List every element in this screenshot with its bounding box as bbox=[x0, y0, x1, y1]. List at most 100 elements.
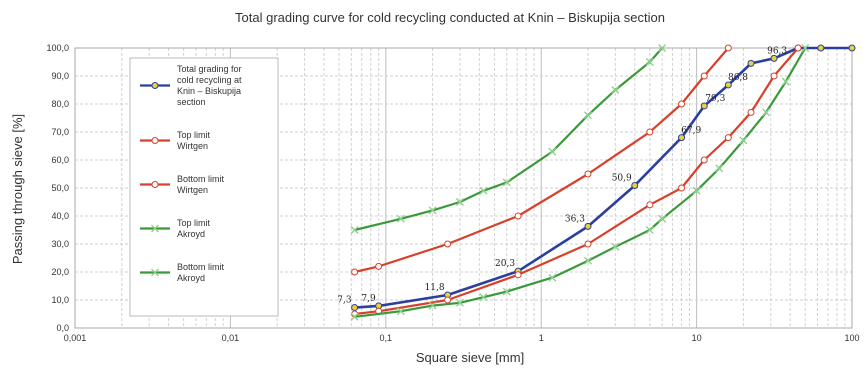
data-point bbox=[724, 134, 732, 142]
data-label: 86,8 bbox=[728, 73, 748, 83]
y-tick-label: 70,0 bbox=[51, 127, 69, 137]
data-point bbox=[350, 226, 359, 234]
legend-label: Bottom limit bbox=[177, 174, 225, 184]
data-point bbox=[151, 268, 159, 277]
y-tick-label: 0,0 bbox=[56, 323, 69, 333]
data-point bbox=[781, 77, 790, 86]
data-point bbox=[584, 222, 592, 230]
data-point bbox=[351, 268, 359, 276]
data-point bbox=[514, 271, 522, 279]
data-point bbox=[479, 293, 488, 302]
y-tick-label: 30,0 bbox=[51, 239, 69, 249]
data-point bbox=[444, 296, 452, 304]
data-point bbox=[817, 44, 825, 52]
y-tick-label: 80,0 bbox=[51, 99, 69, 109]
data-point bbox=[646, 201, 654, 209]
data-label: 67,9 bbox=[681, 126, 701, 136]
data-point bbox=[584, 240, 592, 248]
data-point bbox=[583, 111, 592, 120]
data-point bbox=[455, 198, 464, 206]
data-point bbox=[631, 181, 639, 189]
data-point bbox=[739, 136, 748, 145]
data-point bbox=[747, 108, 755, 116]
y-axis-label: Passing through sieve [%] bbox=[10, 114, 25, 264]
x-axis-ticks: 0,001 0,01 0,1 1 10 100 bbox=[64, 333, 860, 343]
y-tick-label: 100,0 bbox=[46, 43, 69, 53]
data-label: 50,9 bbox=[612, 173, 632, 183]
data-point bbox=[396, 307, 405, 316]
chart-title: Total grading curve for cold recycling c… bbox=[235, 10, 665, 25]
data-point bbox=[848, 44, 856, 52]
data-point bbox=[794, 44, 802, 52]
data-point bbox=[700, 102, 708, 110]
y-tick-label: 20,0 bbox=[51, 267, 69, 277]
data-point bbox=[645, 58, 654, 66]
data-point bbox=[151, 224, 159, 233]
series-1 bbox=[351, 44, 856, 312]
series-2 bbox=[351, 44, 732, 276]
data-point bbox=[396, 214, 405, 223]
x-tick-label: 100 bbox=[844, 333, 859, 343]
data-point bbox=[548, 147, 557, 156]
data-point bbox=[658, 214, 667, 223]
x-tick-label: 0,01 bbox=[222, 333, 240, 343]
data-point bbox=[700, 156, 708, 164]
data-point bbox=[151, 137, 159, 144]
data-point bbox=[724, 81, 732, 89]
legend-label: section bbox=[177, 97, 206, 107]
data-point bbox=[375, 262, 383, 270]
data-point bbox=[770, 72, 778, 80]
data-point bbox=[514, 212, 522, 220]
data-label: 20,3 bbox=[495, 259, 515, 269]
data-point bbox=[645, 226, 654, 234]
data-point bbox=[700, 72, 708, 80]
legend-label: Bottom limit bbox=[177, 262, 225, 272]
legend-label: Top limit bbox=[177, 130, 211, 140]
x-tick-label: 0,001 bbox=[64, 333, 87, 343]
data-point bbox=[548, 273, 557, 282]
data-point bbox=[692, 186, 701, 195]
y-axis-ticks: 0,0 10,0 20,0 30,0 40,0 50,0 60,0 70,0 80,0 90,0 1… bbox=[46, 43, 69, 333]
data-point bbox=[583, 256, 592, 265]
data-point bbox=[584, 170, 592, 178]
legend-label: Wirtgen bbox=[177, 141, 208, 151]
data-point bbox=[455, 298, 464, 307]
data-label: 36,3 bbox=[565, 214, 585, 224]
legend-label: Akroyd bbox=[177, 229, 205, 239]
y-tick-label: 40,0 bbox=[51, 211, 69, 221]
data-point bbox=[747, 59, 755, 67]
data-point bbox=[724, 44, 732, 52]
data-point bbox=[502, 178, 511, 187]
x-tick-label: 1 bbox=[539, 333, 544, 343]
data-point bbox=[479, 186, 488, 195]
data-label: 7,3 bbox=[337, 296, 352, 306]
data-point bbox=[350, 312, 359, 321]
data-point bbox=[678, 100, 686, 108]
series-3 bbox=[351, 44, 802, 318]
legend-label: cold recycling at bbox=[177, 75, 242, 85]
data-point bbox=[428, 301, 437, 310]
data-point bbox=[351, 304, 359, 312]
data-point bbox=[715, 164, 724, 173]
series-4 bbox=[350, 44, 667, 234]
series-layer bbox=[350, 44, 856, 321]
data-point bbox=[444, 240, 452, 248]
data-point bbox=[151, 181, 159, 188]
data-point bbox=[151, 82, 159, 89]
legend-label: Knin – Biskupija bbox=[177, 86, 241, 96]
data-label: 7,9 bbox=[361, 294, 376, 304]
y-tick-label: 60,0 bbox=[51, 155, 69, 165]
data-point bbox=[762, 108, 771, 117]
legend-label: Top limit bbox=[177, 218, 211, 228]
data-point bbox=[678, 184, 686, 192]
x-axis-label: Square sieve [mm] bbox=[416, 350, 524, 365]
legend-label: Akroyd bbox=[177, 273, 205, 283]
x-tick-label: 10 bbox=[692, 333, 702, 343]
legend-label: Wirtgen bbox=[177, 185, 208, 195]
data-point bbox=[770, 54, 778, 62]
data-label: 11,8 bbox=[425, 283, 445, 293]
